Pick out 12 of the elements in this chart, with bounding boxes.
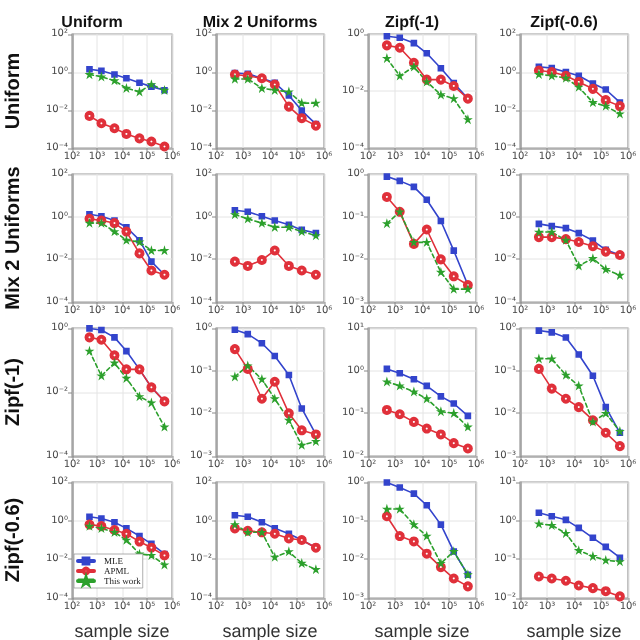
x-axis-title: sample size (374, 620, 470, 640)
chart-title: Zipf(-0.6) (530, 13, 599, 31)
chart-title: Uniform (61, 13, 123, 31)
chart-title: Mix 2 Uniforms (202, 13, 319, 31)
y-axis-title: Mix 2 Uniforms (3, 165, 26, 310)
chart-title: Zipf(-1) (384, 13, 440, 31)
x-axis-title: sample size (74, 620, 170, 640)
y-axis-title: Zipf(-0.6) (3, 497, 26, 583)
x-axis-title: sample size (222, 620, 318, 640)
y-axis-title: Zipf(-1) (3, 358, 26, 426)
y-axis-title: Uniform (3, 52, 26, 130)
x-axis-title: sample size (526, 620, 622, 640)
